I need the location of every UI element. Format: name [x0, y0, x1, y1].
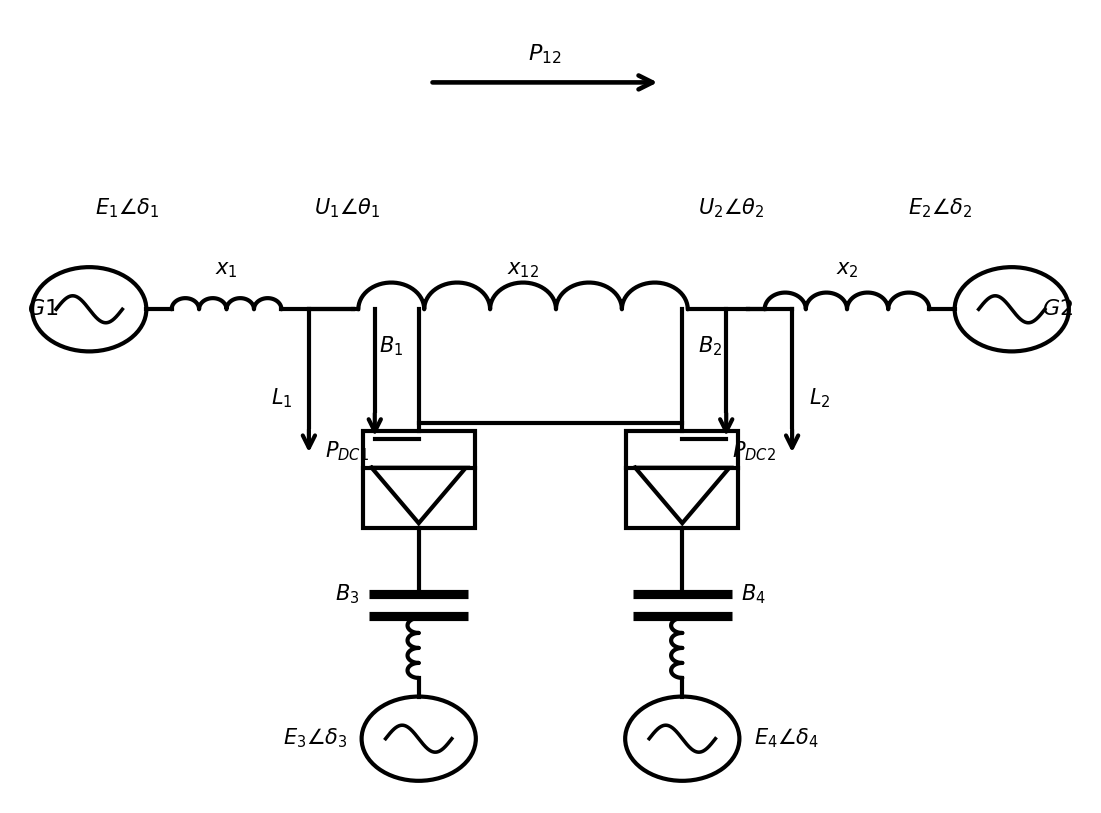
Text: $P_{12}$: $P_{12}$: [528, 42, 562, 66]
Text: $E_4\angle\delta_4$: $E_4\angle\delta_4$: [754, 727, 819, 750]
Text: $x_{12}$: $x_{12}$: [506, 260, 539, 280]
Text: $L_1$: $L_1$: [271, 387, 292, 411]
Text: $B_4$: $B_4$: [741, 583, 766, 606]
Text: $E_1\angle\delta_1$: $E_1\angle\delta_1$: [96, 196, 160, 220]
Text: $P_{DC2}$: $P_{DC2}$: [732, 439, 775, 463]
Bar: [626, 431, 739, 528]
Text: $B_2$: $B_2$: [698, 334, 722, 358]
Text: $L_2$: $L_2$: [809, 387, 830, 411]
Text: $U_1\angle\theta_1$: $U_1\angle\theta_1$: [314, 196, 381, 220]
Text: $P_{DC1}$: $P_{DC1}$: [326, 439, 369, 463]
Text: $x_1$: $x_1$: [215, 260, 238, 280]
Text: $B_3$: $B_3$: [335, 583, 360, 606]
Text: $G2$: $G2$: [1043, 298, 1073, 320]
Text: $U_2\angle\theta_2$: $U_2\angle\theta_2$: [698, 196, 765, 220]
Text: $E_3\angle\delta_3$: $E_3\angle\delta_3$: [283, 727, 347, 750]
Text: $G1$: $G1$: [28, 298, 58, 320]
Bar: [362, 431, 475, 528]
Text: $x_2$: $x_2$: [836, 260, 859, 280]
Text: $E_2\angle\delta_2$: $E_2\angle\delta_2$: [908, 196, 972, 220]
Text: $B_1$: $B_1$: [379, 334, 403, 358]
